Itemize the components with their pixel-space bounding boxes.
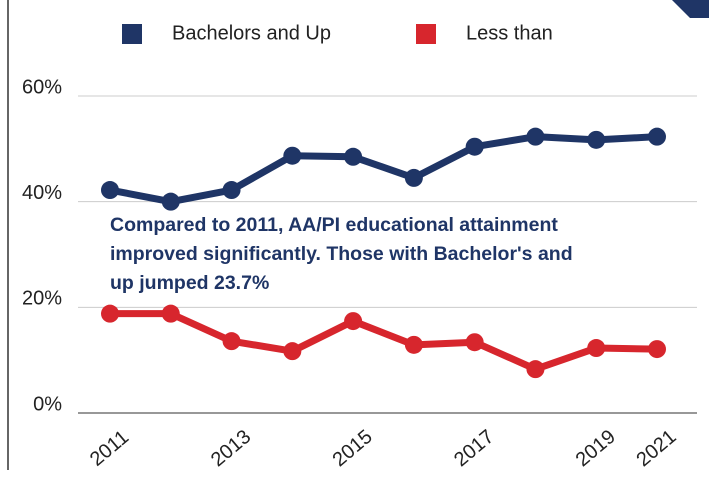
x-tick-label: 2015 (329, 426, 377, 471)
data-point (222, 332, 241, 351)
x-tick-label: 2013 (207, 426, 255, 471)
y-tick-label: 60% (22, 76, 62, 98)
y-tick-label: 40% (22, 182, 62, 204)
annotation: Compared to 2011, AA/PI educational atta… (110, 214, 558, 236)
data-point (283, 146, 302, 165)
data-point (648, 127, 666, 146)
data-point (344, 147, 363, 166)
annotation: up jumped 23.7% (110, 272, 269, 294)
data-point (587, 130, 606, 149)
legend-swatch (122, 24, 142, 44)
legend-label: Bachelors and Up (172, 22, 331, 44)
data-point (465, 137, 484, 156)
x-tick-label: 2011 (86, 426, 133, 471)
data-point (404, 335, 423, 354)
series-line (110, 310, 658, 373)
series-line (109, 133, 658, 206)
legend-swatch (416, 24, 436, 44)
data-point (587, 339, 606, 358)
y-tick-label: 0% (33, 393, 62, 415)
legend-label: Less than (466, 22, 553, 44)
y-tick-label: 20% (22, 288, 62, 310)
x-tick-label: 2019 (572, 426, 620, 471)
data-point (344, 312, 363, 331)
x-tick-label: 2021 (632, 426, 680, 471)
data-point (101, 304, 119, 323)
data-point (526, 127, 545, 146)
data-point (648, 340, 666, 359)
x-tick-label: 2017 (450, 426, 498, 471)
title-fragment (672, 0, 709, 18)
data-point (161, 192, 180, 211)
annotation: improved significantly. Those with Bache… (110, 243, 573, 265)
data-point (283, 342, 302, 361)
data-point (526, 360, 545, 379)
data-point (465, 333, 484, 352)
data-point (161, 304, 180, 323)
data-point (404, 168, 423, 187)
data-point (101, 181, 119, 200)
data-point (222, 181, 241, 200)
